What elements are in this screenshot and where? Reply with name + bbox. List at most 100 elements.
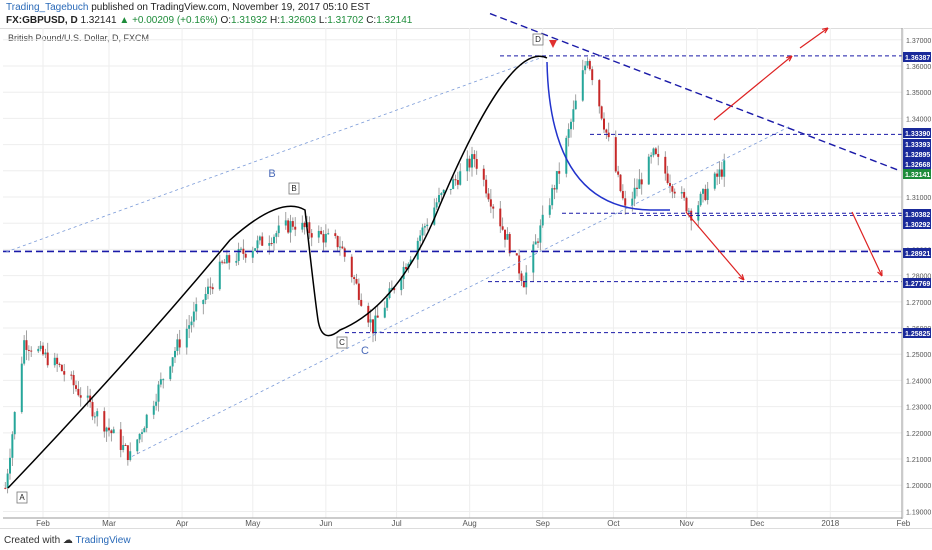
price-tag-box (903, 219, 931, 229)
candle-body (409, 259, 412, 264)
price-tag-label: 1.30292 (905, 222, 930, 229)
candle-body (499, 208, 502, 227)
candle-body (141, 432, 143, 434)
x-tick-label: May (245, 519, 260, 528)
candle-body (225, 255, 228, 264)
candle-body (706, 188, 709, 200)
candle-body (485, 179, 488, 194)
candle-body (237, 248, 240, 261)
symbol-label: FX:GBPUSD, D (6, 15, 78, 26)
x-tick-label: Jun (319, 519, 332, 528)
candle-body (357, 283, 360, 300)
candle-body (190, 321, 193, 326)
candle-body (122, 444, 125, 450)
candle-body (60, 364, 63, 372)
wave-label: C (339, 338, 345, 347)
candle-body (426, 224, 429, 227)
candle-body (699, 193, 702, 206)
candle-body (143, 428, 146, 433)
y-tick-label: 1.20000 (906, 483, 931, 490)
candle-body (702, 189, 704, 194)
candle-body (251, 250, 254, 258)
candle-body (713, 173, 716, 189)
candle-body (268, 243, 271, 246)
price-tag-label: 1.36387 (905, 55, 930, 62)
wave-label-box (288, 182, 300, 195)
wave-curve (7, 55, 548, 489)
candle-body (339, 246, 341, 248)
candle-body (459, 171, 462, 185)
price-tag-box (903, 278, 931, 288)
candle-body (567, 129, 570, 138)
candle-body (289, 221, 292, 233)
time-axis[interactable]: Feb Mar Apr May Jun Jul Aug Sep Oct Nov Dec 2018 Feb (3, 517, 911, 528)
candle-body (287, 220, 290, 233)
candle-body (20, 363, 23, 413)
candle-body (202, 300, 205, 305)
tradingview-brand[interactable]: TradingView (75, 535, 131, 546)
candle-body (570, 121, 572, 130)
candle-body (683, 192, 686, 198)
candle-body (162, 379, 165, 381)
y-tick-label: 1.34000 (906, 116, 931, 123)
price-tag-box (903, 169, 931, 179)
candle-body (136, 439, 139, 452)
candle-body (129, 451, 132, 461)
candle-body (591, 69, 594, 81)
candle-body (607, 132, 610, 138)
candle-body (355, 279, 358, 284)
price-tag-label: 1.30382 (905, 212, 930, 219)
candle-body (652, 148, 655, 156)
price-axis[interactable]: 1.370001.360001.350001.340001.330001.320… (901, 28, 931, 519)
candle-body (207, 286, 209, 294)
candle-body (433, 207, 436, 225)
y-tick-label: 1.37000 (906, 38, 931, 45)
candle-body (89, 395, 92, 403)
close-value: 1.32141 (376, 15, 413, 26)
lower-channel-line (131, 125, 791, 457)
downtrend-line (489, 12, 901, 172)
candle-body (322, 234, 325, 243)
footer-divider (0, 528, 932, 529)
wave-label-box (532, 33, 544, 46)
candle-body (56, 357, 59, 364)
candle-body (152, 405, 155, 415)
candle-body (218, 261, 221, 290)
bullish-arrow-head (786, 55, 793, 62)
candle-body (273, 236, 275, 244)
candle-body (223, 262, 226, 264)
candle-body (386, 298, 389, 308)
price-change: ▲ +0.00209 (+0.16%) (119, 15, 218, 26)
candle-body (58, 363, 61, 365)
candle-body (374, 315, 377, 334)
candle-body (471, 154, 473, 168)
candle-body (44, 352, 47, 355)
wave-label-box (336, 336, 348, 349)
candle-body (42, 345, 44, 355)
candle-body (487, 193, 490, 200)
price-tag-box (903, 159, 931, 169)
wave-label: B (291, 184, 296, 193)
candle-body (553, 188, 556, 190)
y-tick-label: 1.28000 (906, 274, 931, 281)
candle-body (669, 183, 671, 187)
candle-body (419, 235, 422, 241)
candle-body (91, 402, 94, 417)
candle-body (525, 272, 528, 288)
ohlc-line: FX:GBPUSD, D 1.32141 ▲ +0.00209 (+0.16%)… (6, 15, 412, 26)
candle-body (204, 293, 207, 301)
candle-body (522, 280, 525, 288)
publish-line: Trading_Tagebuch published on TradingVie… (6, 2, 370, 13)
candle-body (336, 235, 339, 248)
candle-body (11, 434, 14, 458)
x-tick-label: Jul (391, 519, 401, 528)
candle-body (383, 307, 386, 318)
author-link[interactable]: Trading_Tagebuch (6, 2, 89, 13)
price-tag-box (903, 209, 931, 219)
bearish-arrow-head (738, 274, 745, 281)
candle-body (633, 187, 636, 199)
candle-body (720, 169, 723, 177)
down-marker-icon (549, 40, 557, 48)
candle-body (228, 255, 231, 263)
